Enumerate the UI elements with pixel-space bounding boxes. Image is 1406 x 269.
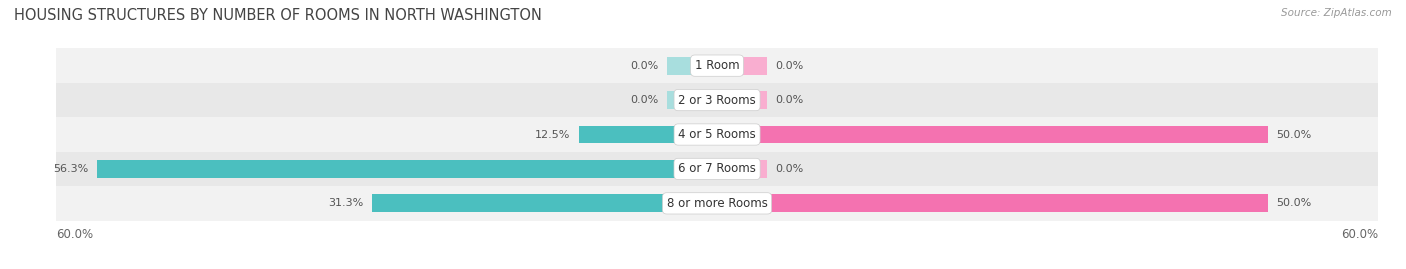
Text: 0.0%: 0.0% [776, 95, 804, 105]
Bar [56, 152, 1378, 186]
Bar [373, 194, 717, 212]
Text: 8 or more Rooms: 8 or more Rooms [666, 197, 768, 210]
Bar [668, 57, 717, 75]
Text: 12.5%: 12.5% [536, 129, 571, 140]
Text: 0.0%: 0.0% [776, 61, 804, 71]
Text: 1 Room: 1 Room [695, 59, 740, 72]
Bar [97, 160, 717, 178]
Bar [717, 91, 766, 109]
Bar [717, 194, 1268, 212]
Text: 6 or 7 Rooms: 6 or 7 Rooms [678, 162, 756, 175]
Bar [56, 117, 1378, 152]
Bar [717, 160, 766, 178]
Text: 56.3%: 56.3% [53, 164, 89, 174]
Text: Source: ZipAtlas.com: Source: ZipAtlas.com [1281, 8, 1392, 18]
Bar [668, 91, 717, 109]
Text: 2 or 3 Rooms: 2 or 3 Rooms [678, 94, 756, 107]
Text: 50.0%: 50.0% [1277, 129, 1312, 140]
Bar [717, 126, 1268, 143]
Bar [579, 126, 717, 143]
Text: 0.0%: 0.0% [630, 95, 658, 105]
Text: 60.0%: 60.0% [1341, 228, 1378, 241]
Text: 4 or 5 Rooms: 4 or 5 Rooms [678, 128, 756, 141]
Text: 0.0%: 0.0% [630, 61, 658, 71]
Text: 50.0%: 50.0% [1277, 198, 1312, 208]
Text: 31.3%: 31.3% [328, 198, 364, 208]
Text: 0.0%: 0.0% [776, 164, 804, 174]
Text: 60.0%: 60.0% [56, 228, 93, 241]
Bar [56, 83, 1378, 117]
Bar [56, 186, 1378, 221]
Text: HOUSING STRUCTURES BY NUMBER OF ROOMS IN NORTH WASHINGTON: HOUSING STRUCTURES BY NUMBER OF ROOMS IN… [14, 8, 541, 23]
Bar [717, 57, 766, 75]
Bar [56, 48, 1378, 83]
